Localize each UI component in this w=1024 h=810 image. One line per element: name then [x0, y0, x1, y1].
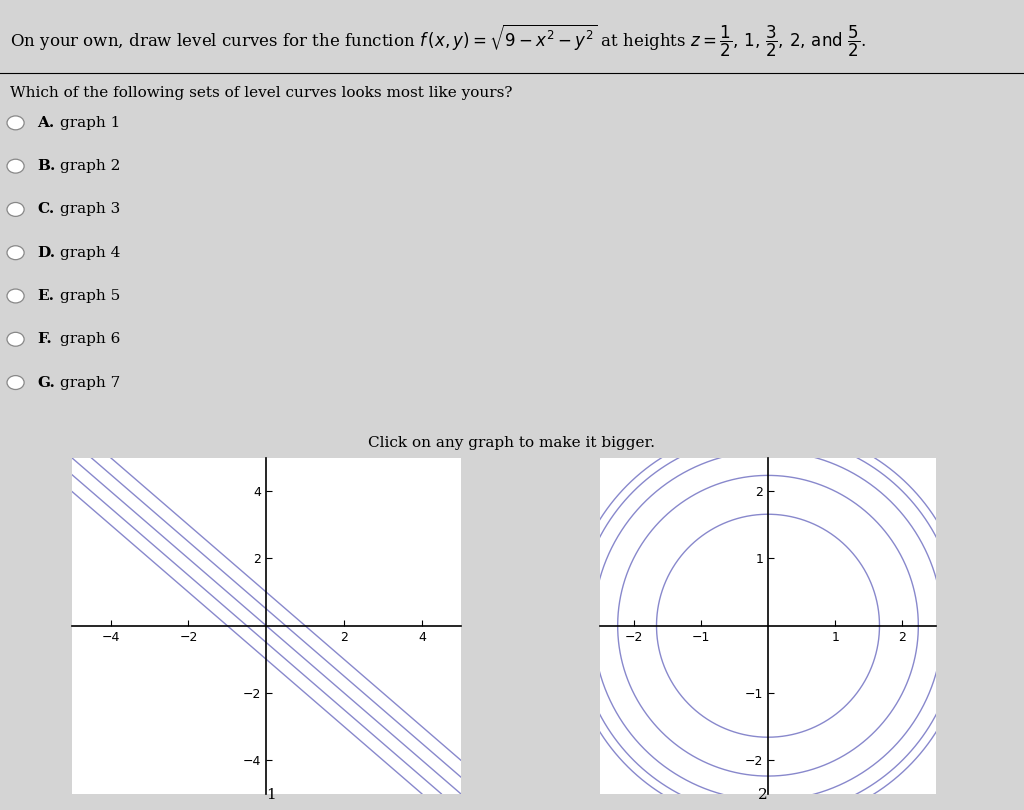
Text: D.: D. — [37, 245, 55, 260]
Text: graph 5: graph 5 — [60, 289, 121, 303]
Circle shape — [7, 332, 25, 346]
Text: graph 1: graph 1 — [60, 116, 121, 130]
Text: Click on any graph to make it bigger.: Click on any graph to make it bigger. — [369, 437, 655, 450]
Text: A.: A. — [37, 116, 54, 130]
Circle shape — [7, 160, 25, 173]
Text: E.: E. — [37, 289, 54, 303]
Text: graph 2: graph 2 — [60, 159, 121, 173]
Text: B.: B. — [37, 159, 55, 173]
Circle shape — [7, 202, 25, 216]
Text: G.: G. — [37, 376, 55, 390]
Text: 2: 2 — [758, 788, 768, 802]
Text: On your own, draw level curves for the function $f\,(x,y) = \sqrt{9 - x^2 - y^2}: On your own, draw level curves for the f… — [10, 22, 866, 59]
Text: Which of the following sets of level curves looks most like yours?: Which of the following sets of level cur… — [10, 87, 513, 100]
Circle shape — [7, 116, 25, 130]
Circle shape — [7, 376, 25, 390]
Circle shape — [7, 245, 25, 260]
Text: graph 4: graph 4 — [60, 245, 121, 260]
Text: F.: F. — [37, 332, 52, 346]
Text: graph 3: graph 3 — [60, 202, 121, 216]
Circle shape — [7, 289, 25, 303]
Text: 1: 1 — [266, 788, 276, 802]
Text: graph 6: graph 6 — [60, 332, 121, 346]
Text: C.: C. — [37, 202, 54, 216]
Text: graph 7: graph 7 — [60, 376, 121, 390]
